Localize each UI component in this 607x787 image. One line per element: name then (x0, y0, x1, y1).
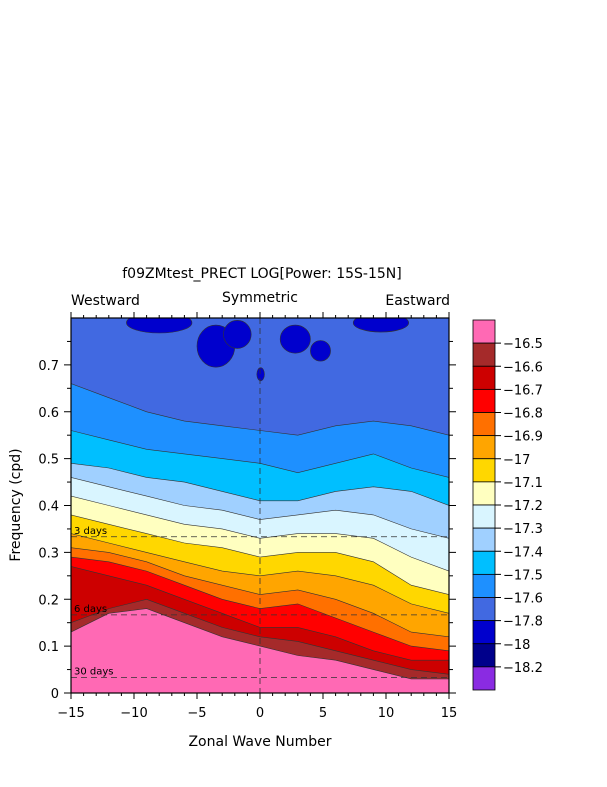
contour-patch (310, 340, 331, 362)
legend-swatch (472, 597, 496, 622)
legend-label: −16.9 (503, 430, 543, 445)
legend-label: −17.1 (503, 476, 543, 491)
subtitle-symmetric: Symmetric (222, 290, 298, 306)
plot-overlay: 3 days 6 days 30 days (71, 318, 449, 693)
legend-label: −17.5 (503, 568, 543, 583)
legend-swatch (472, 527, 496, 552)
legend-label: −16.8 (503, 407, 543, 422)
legend-swatch (472, 342, 496, 367)
legend-label: −16.5 (503, 337, 543, 352)
legend-swatch (472, 620, 496, 645)
legend-swatch (472, 504, 496, 529)
legend-swatch (472, 365, 496, 390)
y-tick-label: 0.1 (38, 640, 59, 655)
y-tick-label: 0 (51, 687, 59, 702)
legend-swatch (472, 643, 496, 668)
legend-label: −18 (503, 638, 530, 653)
legend-swatch (472, 412, 496, 437)
legend-swatch (472, 388, 496, 413)
x-axis-label: Zonal Wave Number (188, 734, 331, 750)
legend-swatch (472, 666, 496, 691)
x-tick-label: 10 (378, 706, 395, 721)
y-axis-label: Frequency (cpd) (8, 448, 24, 561)
legend-label: −17.4 (503, 545, 543, 560)
contour-patch (223, 320, 252, 349)
legend-label: −17.3 (503, 522, 543, 537)
y-tick-label: 0.2 (38, 593, 59, 608)
chart-title: f09ZMtest_PRECT LOG[Power: 15S-15N] (122, 266, 401, 282)
subtitle-westward: Westward (71, 293, 140, 309)
reference-line-label: 6 days (74, 604, 107, 615)
legend-label: −17.6 (503, 592, 543, 607)
legend-swatch (472, 458, 496, 483)
legend-label: −18.2 (503, 661, 543, 676)
x-tick-label: −10 (120, 706, 147, 721)
subtitle-eastward: Eastward (385, 293, 450, 309)
legend-label: −17.8 (503, 615, 543, 630)
x-tick-label: 5 (319, 706, 327, 721)
legend-swatch (472, 573, 496, 598)
legend-swatch (472, 481, 496, 506)
reference-line-label: 3 days (74, 526, 107, 537)
axis-ticks: −15 −10 −5 0 5 10 15 0 0.1 0.2 0.3 0.4 0.5 0.6 0.7 (38, 312, 457, 721)
x-tick-label: 0 (256, 706, 264, 721)
reference-line-label: 30 days (74, 666, 114, 677)
legend-swatch (472, 435, 496, 460)
y-tick-label: 0.3 (38, 546, 59, 561)
contour-patch (256, 367, 265, 382)
y-tick-label: 0.6 (38, 406, 59, 421)
contour-patch (279, 324, 311, 354)
y-tick-label: 0.4 (38, 500, 59, 515)
legend-swatch (472, 319, 496, 344)
x-tick-label: −15 (57, 706, 84, 721)
contour-patch (352, 318, 409, 333)
y-tick-label: 0.5 (38, 453, 59, 468)
contour-fill (71, 318, 449, 693)
y-tick-label: 0.7 (38, 359, 59, 374)
x-tick-label: −5 (187, 706, 206, 721)
legend-label: −16.6 (503, 360, 543, 375)
legend-label: −17.2 (503, 499, 543, 514)
x-tick-label: 15 (441, 706, 458, 721)
contour-patch (126, 318, 193, 334)
color-legend: −16.5 −16.6 −16.7 −16.8 −16.9 −17 −17.1 −17.2 −1… (472, 319, 543, 691)
legend-label: −17 (503, 453, 530, 468)
legend-swatch (472, 550, 496, 575)
legend-label: −16.7 (503, 383, 543, 398)
